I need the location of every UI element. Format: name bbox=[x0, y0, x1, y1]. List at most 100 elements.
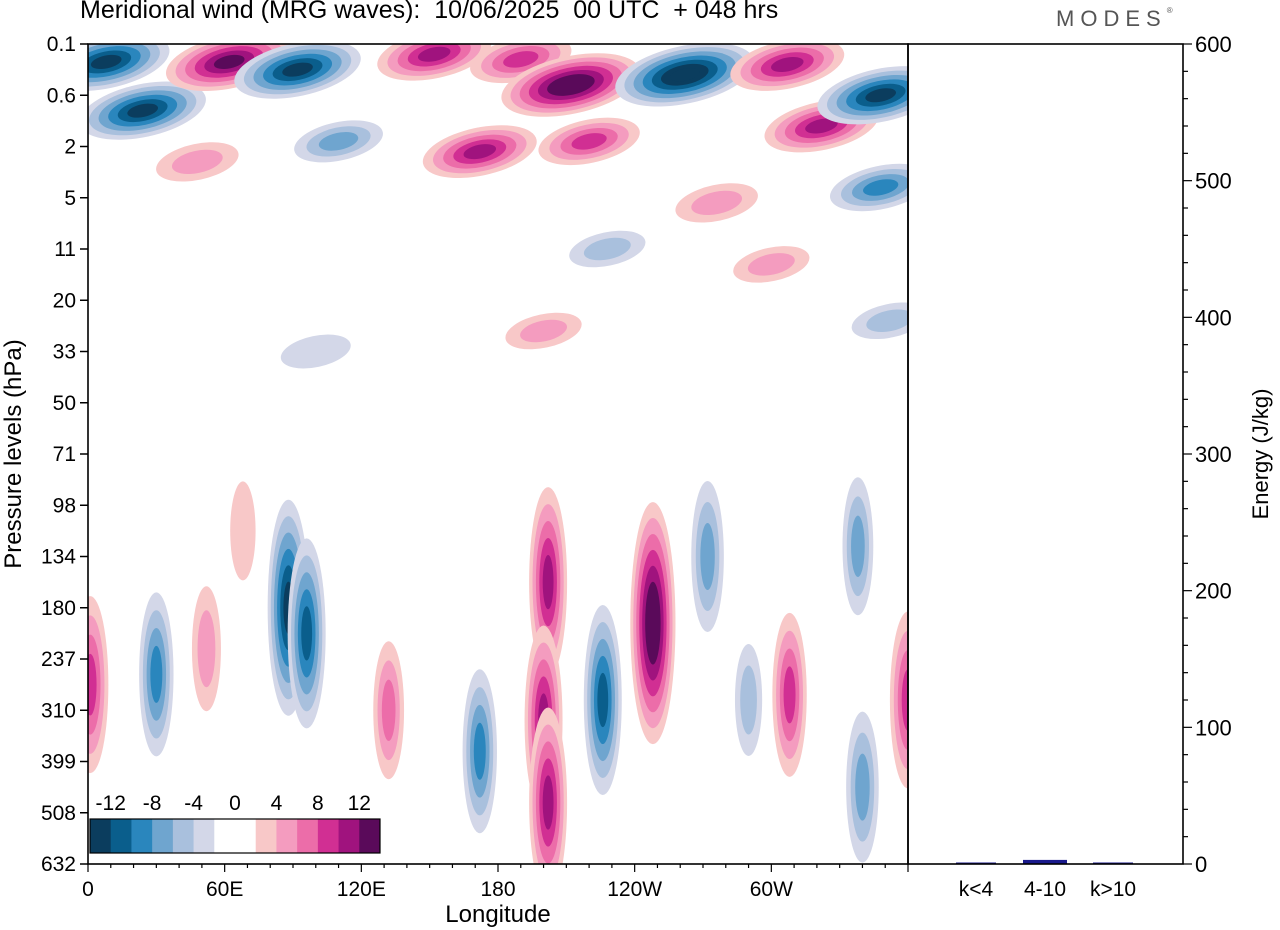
y-axis-label: Pressure levels (hPa) bbox=[0, 339, 27, 568]
wind-anomaly-13 bbox=[538, 117, 640, 166]
colorbar-swatch bbox=[90, 819, 112, 853]
colorbar: -12 -8 -4 0 4 8 12 bbox=[89, 792, 381, 854]
y-tick-label: 0.6 bbox=[47, 84, 76, 107]
energy-category-label: k>10 bbox=[1090, 878, 1136, 901]
wind-anomaly-15 bbox=[156, 142, 239, 182]
contour-band bbox=[318, 132, 359, 151]
y-tick-label: 50 bbox=[53, 392, 76, 415]
colorbar-label: 4 bbox=[271, 792, 283, 815]
wind-anomaly-8 bbox=[730, 44, 845, 91]
x-tick-label: 180 bbox=[480, 878, 515, 901]
contour-band bbox=[740, 665, 757, 735]
y-tick-label: 5 bbox=[64, 187, 76, 210]
wind-anomaly-24 bbox=[139, 592, 174, 757]
contour-band bbox=[863, 179, 899, 196]
contour-band bbox=[197, 610, 216, 688]
wind-anomaly-36 bbox=[734, 644, 763, 756]
colorbar-swatch bbox=[131, 819, 153, 853]
y-tick-label: 508 bbox=[41, 802, 76, 825]
energy-tick-label: 0 bbox=[1195, 852, 1207, 877]
y-tick-label: 33 bbox=[53, 341, 76, 364]
wind-anomaly-1 bbox=[88, 81, 206, 140]
contour-band bbox=[463, 144, 497, 160]
y-tick-label: 11 bbox=[54, 238, 76, 261]
wind-anomaly-40 bbox=[889, 611, 908, 789]
energy-tick-label: 600 bbox=[1195, 32, 1232, 57]
wind-anomaly-37 bbox=[772, 612, 807, 777]
wind-anomaly-18 bbox=[675, 183, 758, 223]
contour-band bbox=[90, 54, 122, 69]
x-tick-label: 120W bbox=[607, 878, 662, 901]
colorbar-swatch bbox=[214, 819, 236, 853]
contour-band bbox=[556, 78, 586, 92]
wind-anomaly-21 bbox=[851, 302, 908, 340]
energy-tick-label: 400 bbox=[1195, 305, 1232, 330]
contour-band bbox=[542, 554, 554, 610]
contour-band bbox=[230, 481, 256, 581]
contour-band bbox=[88, 653, 97, 716]
wind-anomaly-25 bbox=[191, 586, 221, 712]
wind-anomaly-38 bbox=[842, 477, 874, 616]
contour-band bbox=[571, 133, 607, 150]
wind-anomaly-14 bbox=[294, 120, 383, 163]
energy-tick-label: 200 bbox=[1195, 579, 1232, 604]
colorbar-swatch bbox=[359, 819, 381, 853]
contour-band bbox=[865, 88, 896, 103]
energy-category-label: k<4 bbox=[959, 878, 994, 901]
colorbar-swatch bbox=[235, 819, 257, 853]
contour-band bbox=[381, 679, 396, 741]
contour-band bbox=[866, 309, 908, 333]
wind-anomaly-11 bbox=[829, 163, 908, 212]
wind-anomaly-35 bbox=[691, 481, 724, 632]
wind-anomaly-17 bbox=[569, 230, 646, 268]
contour-band bbox=[783, 666, 796, 724]
y-tick-label: 310 bbox=[41, 699, 76, 722]
energy-tick-label: 500 bbox=[1195, 169, 1232, 194]
x-tick-label: 0 bbox=[82, 878, 94, 901]
energy-tick-label: 300 bbox=[1195, 442, 1232, 467]
x-tick-label: 120E bbox=[337, 878, 386, 901]
wind-anomaly-19 bbox=[733, 246, 810, 283]
wind-anomaly-26 bbox=[230, 481, 256, 581]
colorbar-swatch bbox=[255, 819, 277, 853]
contour-band bbox=[700, 522, 715, 591]
energy-tick-label: 100 bbox=[1195, 715, 1232, 740]
contour-band bbox=[771, 56, 804, 73]
y-tick-label: 399 bbox=[41, 751, 76, 774]
colorbar-swatch bbox=[276, 819, 298, 853]
x-tick-label: 60E bbox=[206, 878, 243, 901]
wind-anomaly-29 bbox=[462, 669, 497, 834]
colorbar-swatch bbox=[338, 819, 360, 853]
x-axis-label: Longitude bbox=[445, 901, 550, 928]
wind-anomaly-33 bbox=[583, 605, 622, 795]
y-tick-label: 237 bbox=[41, 648, 76, 671]
wind-anomaly-12 bbox=[422, 125, 537, 179]
colorbar-swatch bbox=[193, 819, 215, 853]
colorbar-label: -4 bbox=[184, 792, 203, 815]
wind-anomaly-7 bbox=[615, 44, 755, 107]
energy-category-label: 4-10 bbox=[1024, 878, 1066, 901]
wind-anomaly-4 bbox=[377, 44, 492, 81]
contour-band bbox=[597, 672, 609, 728]
y-tick-label: 180 bbox=[41, 597, 76, 620]
contour-band bbox=[280, 334, 351, 369]
wind-anomaly-20 bbox=[280, 334, 351, 369]
meridional-wind-heatmap bbox=[88, 44, 908, 864]
wind-anomaly-6 bbox=[501, 53, 641, 117]
longitude-axis: 0 60E 120E 180 120W 60W bbox=[82, 864, 909, 901]
colorbar-label: 8 bbox=[312, 792, 324, 815]
y-tick-label: 134 bbox=[41, 546, 76, 569]
energy-axis-label: Energy (J/kg) bbox=[1248, 389, 1273, 520]
contour-band bbox=[855, 753, 870, 821]
contour-band bbox=[851, 515, 865, 577]
energy-bar-4-10 bbox=[1023, 859, 1067, 864]
modes-logo: MODES® bbox=[1056, 6, 1173, 31]
contour-band bbox=[417, 46, 451, 62]
contour-band bbox=[127, 103, 158, 118]
wind-anomaly-28 bbox=[373, 641, 405, 780]
heatmap-background bbox=[88, 44, 908, 864]
y-tick-label: 2 bbox=[64, 136, 76, 159]
colorbar-swatch bbox=[152, 819, 174, 853]
wind-anomaly-3 bbox=[234, 44, 361, 99]
contour-band bbox=[805, 118, 838, 134]
